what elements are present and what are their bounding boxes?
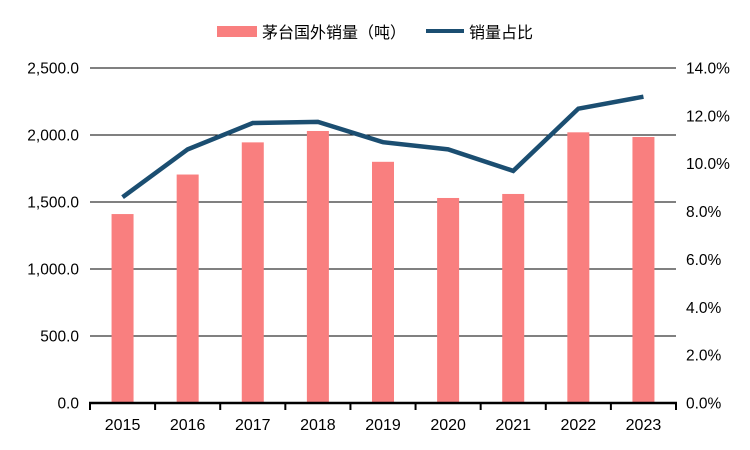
bar — [372, 161, 394, 403]
x-axis-label: 2015 — [105, 417, 141, 434]
x-axis-label: 2022 — [561, 417, 597, 434]
x-axis-label: 2016 — [170, 417, 206, 434]
right-axis-label: 10.0% — [686, 156, 730, 173]
x-axis-label: 2017 — [235, 417, 271, 434]
left-axis-label: 0.0 — [57, 396, 79, 413]
right-axis-label: 6.0% — [686, 252, 722, 269]
right-axis-label: 0.0% — [686, 396, 722, 413]
left-axis-label: 1,500.0 — [27, 195, 79, 212]
legend-bar-label: 茅台国外销量（吨） — [261, 25, 406, 42]
left-axis-label: 1,000.0 — [27, 262, 79, 279]
bar — [306, 130, 329, 404]
bar — [176, 174, 199, 403]
bar — [437, 197, 460, 403]
right-axis-label: 12.0% — [686, 108, 730, 125]
x-axis-label: 2019 — [365, 417, 401, 434]
right-axis-label: 4.0% — [686, 300, 722, 317]
legend-item-bar: 茅台国外销量（吨） — [216, 19, 406, 43]
x-axis-label: 2018 — [300, 417, 336, 434]
bar — [241, 142, 264, 403]
legend-item-line: 销量占比 — [426, 19, 533, 43]
bar-swatch-icon — [216, 25, 257, 37]
left-axis-label: 2,500.0 — [27, 61, 79, 78]
right-axis-label: 2.0% — [686, 348, 722, 365]
bar — [502, 193, 525, 403]
legend-line-label: 销量占比 — [469, 25, 534, 42]
left-axis-label: 2,000.0 — [27, 128, 79, 145]
bar — [111, 214, 134, 403]
bar — [632, 137, 655, 403]
right-axis-label: 14.0% — [686, 61, 730, 78]
chart-legend: 茅台国外销量（吨） 销量占比 — [0, 19, 750, 43]
left-axis-label: 500.0 — [40, 329, 79, 346]
x-axis-label: 2021 — [495, 417, 531, 434]
trend-line — [121, 94, 644, 200]
x-axis-label: 2020 — [430, 417, 466, 434]
x-axis-label: 2023 — [626, 417, 662, 434]
right-axis-label: 8.0% — [686, 204, 722, 221]
bar — [567, 132, 590, 403]
line-swatch-icon — [426, 29, 464, 33]
